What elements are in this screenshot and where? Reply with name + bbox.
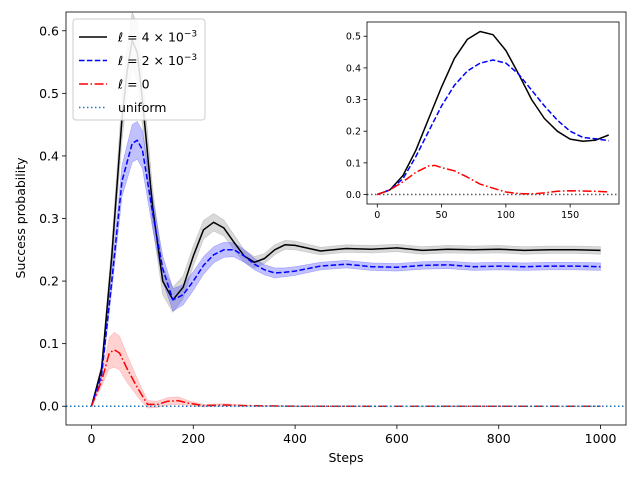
legend-label-1: ℓ = 4 × 10−3 [117,30,197,45]
main-plot: 0 200 400 600 800 1000 0.00.10.20.30.40.50.6 … [13,10,627,465]
y-tick-label-0: 0.0 [39,399,59,414]
x-tick-label-1000: 1000 [585,431,617,446]
x-axis-label: Steps [329,450,364,465]
y-axis-label: Success probability [13,157,28,279]
inset-line-series-3 [377,164,609,196]
inset-line-series-1 [377,30,609,196]
band-series-1 [91,10,601,407]
y-tick-label-3: 0.3 [39,211,59,226]
main-x-ticks: 0 200 400 600 800 1000 [87,425,616,446]
main-y-ticks: 0.0 0.1 0.2 0.3 0.4 0.5 0.6 [39,23,66,414]
x-tick-label-600: 600 [385,431,409,446]
band-series-3 [91,332,601,409]
inset-axes-frame [366,21,620,205]
y-tick-label-2: 0.2 [39,274,59,289]
x-tick-label-0: 0 [87,431,95,446]
inset-background [367,22,619,204]
legend-items: ℓ = 4 × 10−3 ℓ = 2 × 10−3 ℓ = 0 uniform [79,30,197,115]
inset-x-tick-label-100: 100 [497,210,515,221]
legend-box [72,18,206,121]
inset-y-tick-label-5: 0.5 [346,32,361,43]
legend-label-2: ℓ = 2 × 10−3 [117,53,197,68]
inset-y-tick-label-3: 0.3 [346,95,361,106]
inset-y-tick-label-2: 0.2 [346,127,361,138]
legend-label-4: uniform [118,100,166,115]
inset-plot: 0 50 100 150 0.0 0.1 0.2 0.3 0.4 0.5 [346,21,620,221]
x-tick-label-800: 800 [487,431,511,446]
inset-x-ticks: 0 50 100 150 [374,204,579,221]
legend-label-3: ℓ = 0 [117,77,150,92]
main-confidence-bands [91,10,601,409]
inset-x-tick-label-50: 50 [436,210,448,221]
x-tick-label-200: 200 [181,431,205,446]
inset-y-tick-label-1: 0.1 [346,158,361,169]
y-tick-label-4: 0.4 [39,148,59,163]
inset-y-tick-label-4: 0.4 [346,63,361,74]
y-tick-label-1: 0.1 [39,336,59,351]
inset-x-tick-label-0: 0 [374,210,380,221]
inset-series-lines [367,30,619,196]
y-tick-label-6: 0.6 [39,23,59,38]
x-tick-label-400: 400 [283,431,307,446]
line-series-2 [90,139,601,407]
legend: ℓ = 4 × 10−3 ℓ = 2 × 10−3 ℓ = 0 uniform [72,18,206,121]
y-tick-label-5: 0.5 [39,86,59,101]
inset-line-series-2 [377,59,609,196]
inset-y-ticks: 0.0 0.1 0.2 0.3 0.4 0.5 [346,32,367,201]
inset-x-tick-label-150: 150 [561,210,579,221]
inset-y-tick-label-0: 0.0 [346,190,361,201]
